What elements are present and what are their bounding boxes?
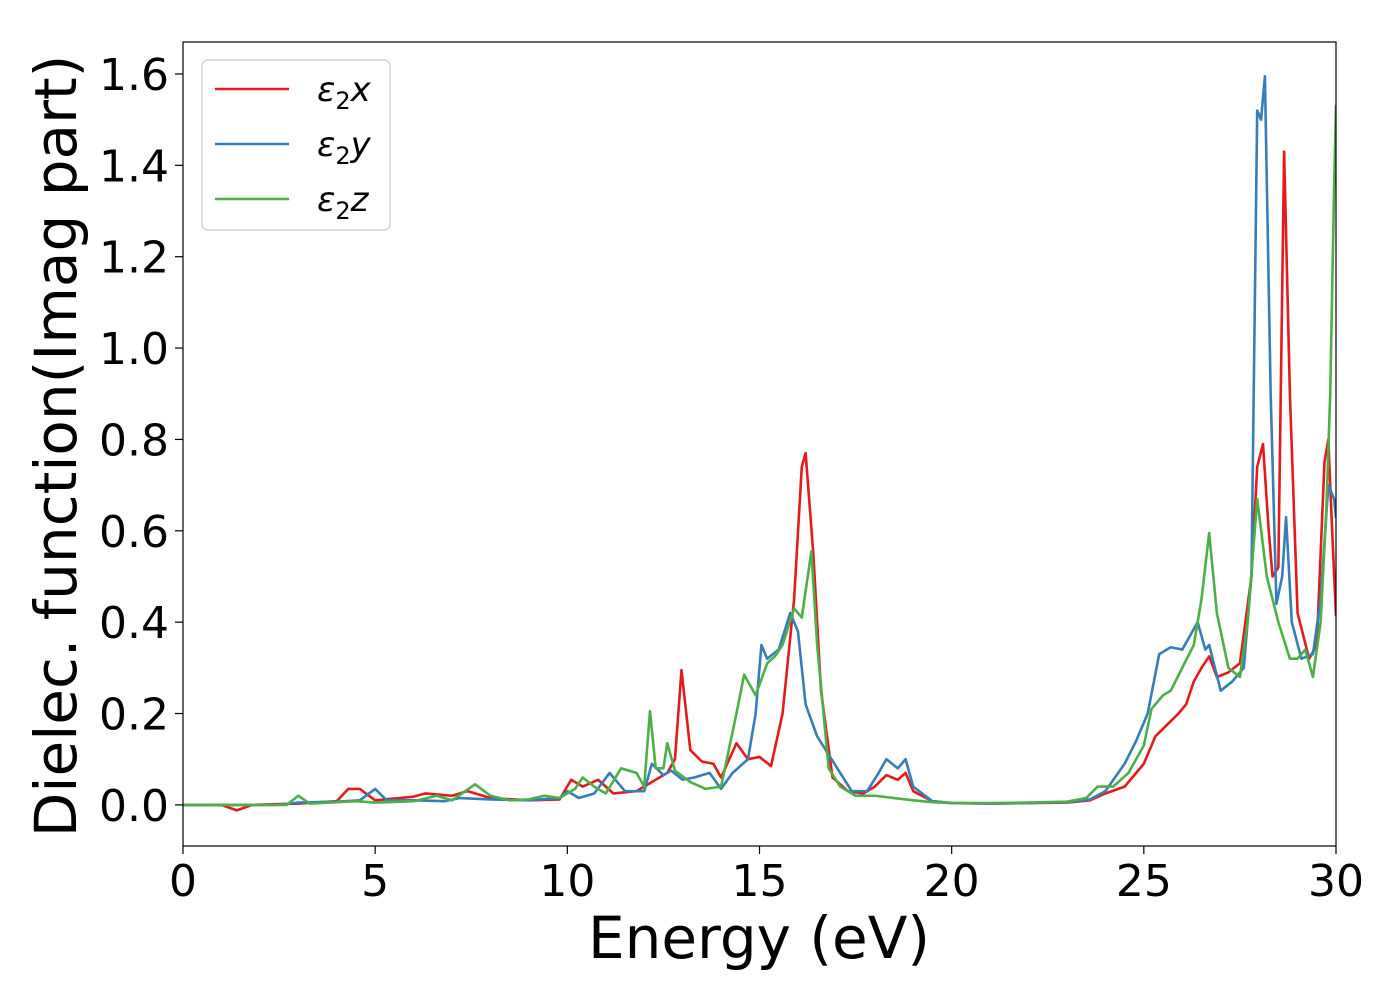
y-tick-label: 1.6 — [99, 50, 169, 101]
x-tick-label: 25 — [1116, 856, 1172, 907]
x-tick-label: 10 — [539, 856, 595, 907]
x-tick-label: 5 — [361, 856, 389, 907]
y-tick-label: 0.0 — [99, 781, 169, 832]
legend-label-y: ε2y — [317, 125, 372, 170]
x-tick-label: 30 — [1308, 856, 1364, 907]
legend-label-x: ε2x — [317, 70, 372, 115]
legend: ε2x ε2y ε2z — [201, 59, 391, 231]
y-tick-label: 0.2 — [99, 690, 169, 741]
y-tick-label: 0.4 — [99, 598, 169, 649]
y-axis-ticks: 0.0 0.2 0.4 0.6 0.8 1.0 1.2 1.4 1.6 — [99, 50, 183, 832]
y-tick-label: 0.6 — [99, 507, 169, 558]
y-tick-label: 0.8 — [99, 415, 169, 466]
y-tick-label: 1.2 — [99, 233, 169, 284]
y-axis-label: Dielec. function(Imag part) — [22, 55, 90, 838]
series-line-z — [183, 104, 1336, 807]
y-tick-label: 1.4 — [99, 141, 169, 192]
x-axis-ticks: 0 5 10 15 20 25 30 — [169, 846, 1364, 907]
legend-box — [201, 59, 391, 231]
y-tick-label: 1.0 — [99, 324, 169, 375]
legend-label-z: ε2z — [317, 180, 370, 225]
x-axis-label: Energy (eV) — [588, 904, 930, 972]
x-tick-label: 20 — [924, 856, 980, 907]
x-tick-label: 0 — [169, 856, 197, 907]
series-layer — [183, 74, 1336, 812]
x-tick-label: 15 — [732, 856, 788, 907]
